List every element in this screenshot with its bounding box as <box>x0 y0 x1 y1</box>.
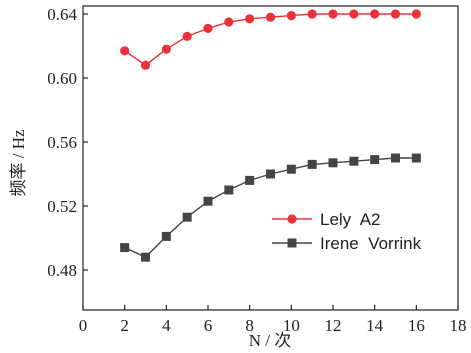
data-point <box>203 196 213 206</box>
y-tick-label: 0.48 <box>47 261 77 280</box>
data-point <box>411 9 421 19</box>
data-point <box>203 23 213 33</box>
y-axis-label: 频率 / Hz <box>9 129 28 196</box>
data-point <box>328 158 338 168</box>
data-point <box>161 44 171 54</box>
series-1 <box>120 9 421 70</box>
axes: 0 2 4 6 8 10 12 14 16 18 0.48 0.52 0.56 0.60 0.64 <box>47 5 466 335</box>
series-2 <box>120 153 421 262</box>
x-tick-label: 10 <box>283 316 300 335</box>
x-tick-label: 4 <box>162 316 171 335</box>
data-point <box>266 169 275 179</box>
x-tick-label: 12 <box>325 316 342 335</box>
data-point <box>390 9 401 19</box>
y-tick-label: 0.60 <box>47 69 77 88</box>
data-point <box>370 155 380 165</box>
y-tick-label: 0.52 <box>47 197 77 216</box>
y-tick-label: 0.64 <box>47 5 77 24</box>
data-point <box>349 156 359 166</box>
data-point <box>286 11 296 21</box>
data-point <box>370 9 380 19</box>
legend-marker <box>287 214 297 224</box>
data-point <box>391 153 400 163</box>
data-point <box>307 159 317 169</box>
y-tick-label: 0.56 <box>47 133 77 152</box>
x-tick-label: 2 <box>120 316 129 335</box>
x-tick-label: 18 <box>450 316 467 335</box>
legend-item-2: Irene Vorrink <box>272 234 422 253</box>
x-axis-label: N / 次 <box>249 331 292 350</box>
data-point <box>120 243 130 253</box>
legend-label: Lely A2 <box>320 210 381 229</box>
legend-label: Irene Vorrink <box>320 234 422 253</box>
data-point <box>411 153 421 163</box>
data-point <box>328 9 338 19</box>
data-point <box>349 9 359 19</box>
legend: Lely A2 Irene Vorrink <box>272 210 422 253</box>
data-point <box>307 9 317 19</box>
x-tick-label: 14 <box>366 316 384 335</box>
data-point <box>245 175 255 185</box>
x-tick-label: 8 <box>245 316 254 335</box>
data-point <box>141 252 150 262</box>
data-point <box>224 17 234 27</box>
data-point <box>161 231 171 241</box>
legend-marker <box>287 238 297 248</box>
data-point <box>245 14 255 24</box>
x-tick-label: 16 <box>408 316 425 335</box>
plot-frame <box>82 5 459 311</box>
x-tick-label: 6 <box>204 316 213 335</box>
data-point <box>182 31 192 41</box>
data-point <box>140 60 151 70</box>
legend-item-1: Lely A2 <box>272 210 381 229</box>
data-point <box>224 185 234 195</box>
data-point <box>265 12 276 22</box>
data-point <box>182 212 192 222</box>
x-tick-label: 0 <box>79 316 88 335</box>
series-layer <box>120 9 421 262</box>
data-point <box>286 164 296 174</box>
data-point <box>120 46 130 56</box>
